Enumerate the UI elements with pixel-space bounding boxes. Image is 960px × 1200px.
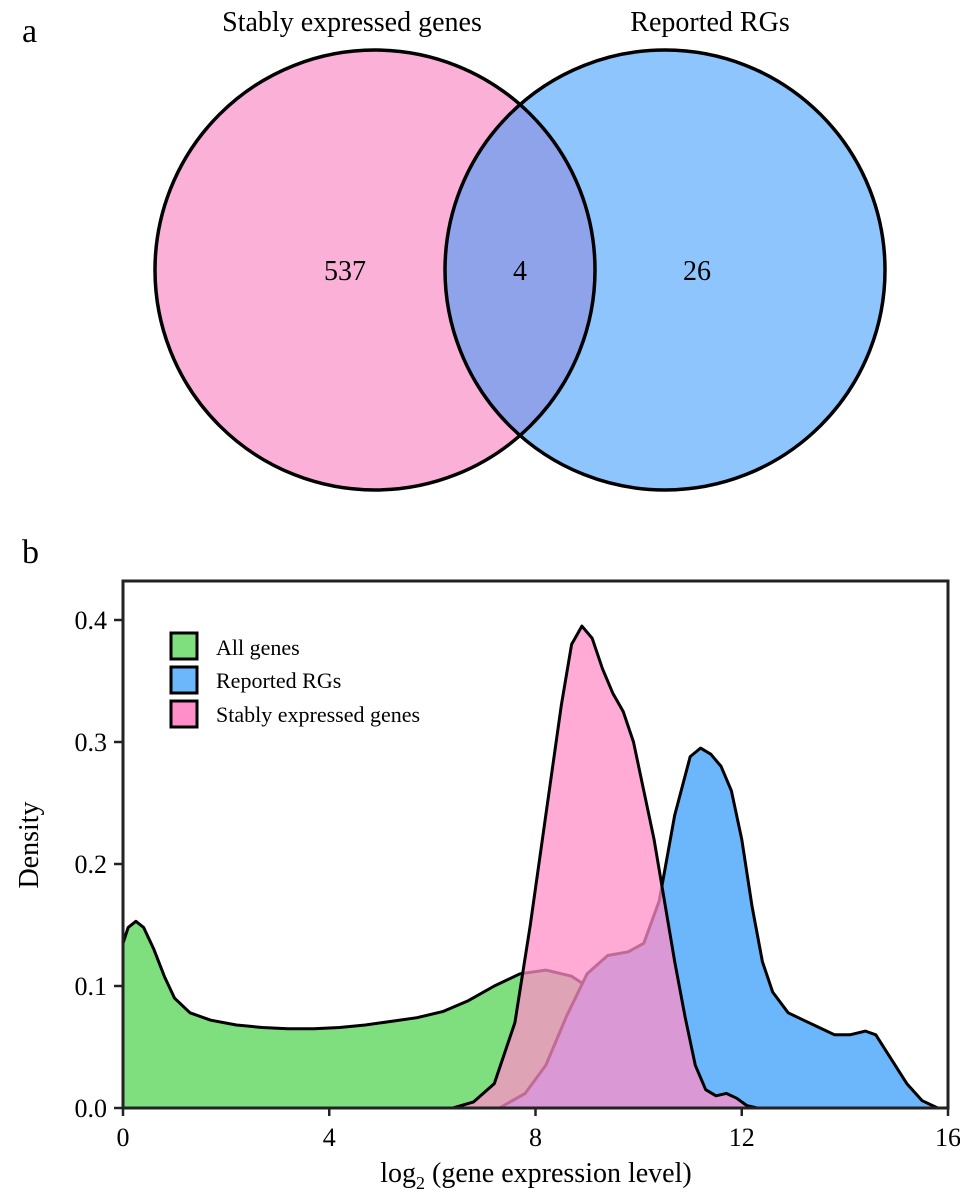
venn-count-intersection: 4 [513, 256, 527, 287]
x-tick-label: 16 [935, 1123, 960, 1152]
venn-intersection [445, 50, 595, 490]
panel-a-label: a [22, 13, 37, 50]
venn-title-stably-expressed: Stably expressed genes [222, 7, 482, 38]
y-tick-label: 0.3 [75, 728, 108, 757]
y-tick-label: 0.1 [75, 972, 108, 1001]
x-tick-label: 12 [729, 1123, 755, 1152]
venn-diagram: Stably expressed genes Reported RGs 537 … [153, 7, 887, 492]
venn-count-stably-only: 537 [324, 256, 366, 287]
density-line-stably-expressed-genes [452, 624, 758, 1108]
legend: All genes Reported RGs Stably expressed … [169, 631, 420, 729]
legend-swatch-stably-expressed [169, 699, 199, 729]
venn-count-reported-only: 26 [683, 256, 711, 287]
y-axis-label: Density [14, 801, 45, 888]
density-area-stably-expressed-genes [453, 626, 758, 1108]
y-tick-label: 0.0 [75, 1094, 108, 1123]
venn-title-reported-rgs: Reported RGs [630, 7, 789, 38]
legend-swatch-reported-rgs [169, 665, 199, 695]
legend-label-reported-rgs: Reported RGs [216, 668, 341, 693]
x-tick-label: 4 [323, 1123, 336, 1152]
venn-outline-left [153, 48, 597, 492]
y-tick-label: 0.2 [75, 850, 108, 879]
venn-outline-right [443, 48, 887, 492]
density-areas [123, 624, 939, 1108]
x-tick-label: 8 [529, 1123, 542, 1152]
x-axis-label: log2 (gene expression level) [380, 1158, 691, 1193]
density-chart: 0 4 8 12 16 0.0 0.1 0.2 0.3 0.4 log2 (gene expre… [14, 579, 960, 1193]
panel-b-label: b [22, 534, 39, 571]
x-tick-label: 0 [117, 1123, 130, 1152]
legend-swatch-all-genes [169, 631, 199, 661]
legend-label-all-genes: All genes [216, 635, 300, 660]
x-axis: 0 4 8 12 16 [117, 1108, 960, 1152]
legend-label-stably-expressed: Stably expressed genes [216, 702, 420, 727]
y-axis: 0.0 0.1 0.2 0.3 0.4 [75, 606, 123, 1123]
y-tick-label: 0.4 [75, 606, 108, 635]
